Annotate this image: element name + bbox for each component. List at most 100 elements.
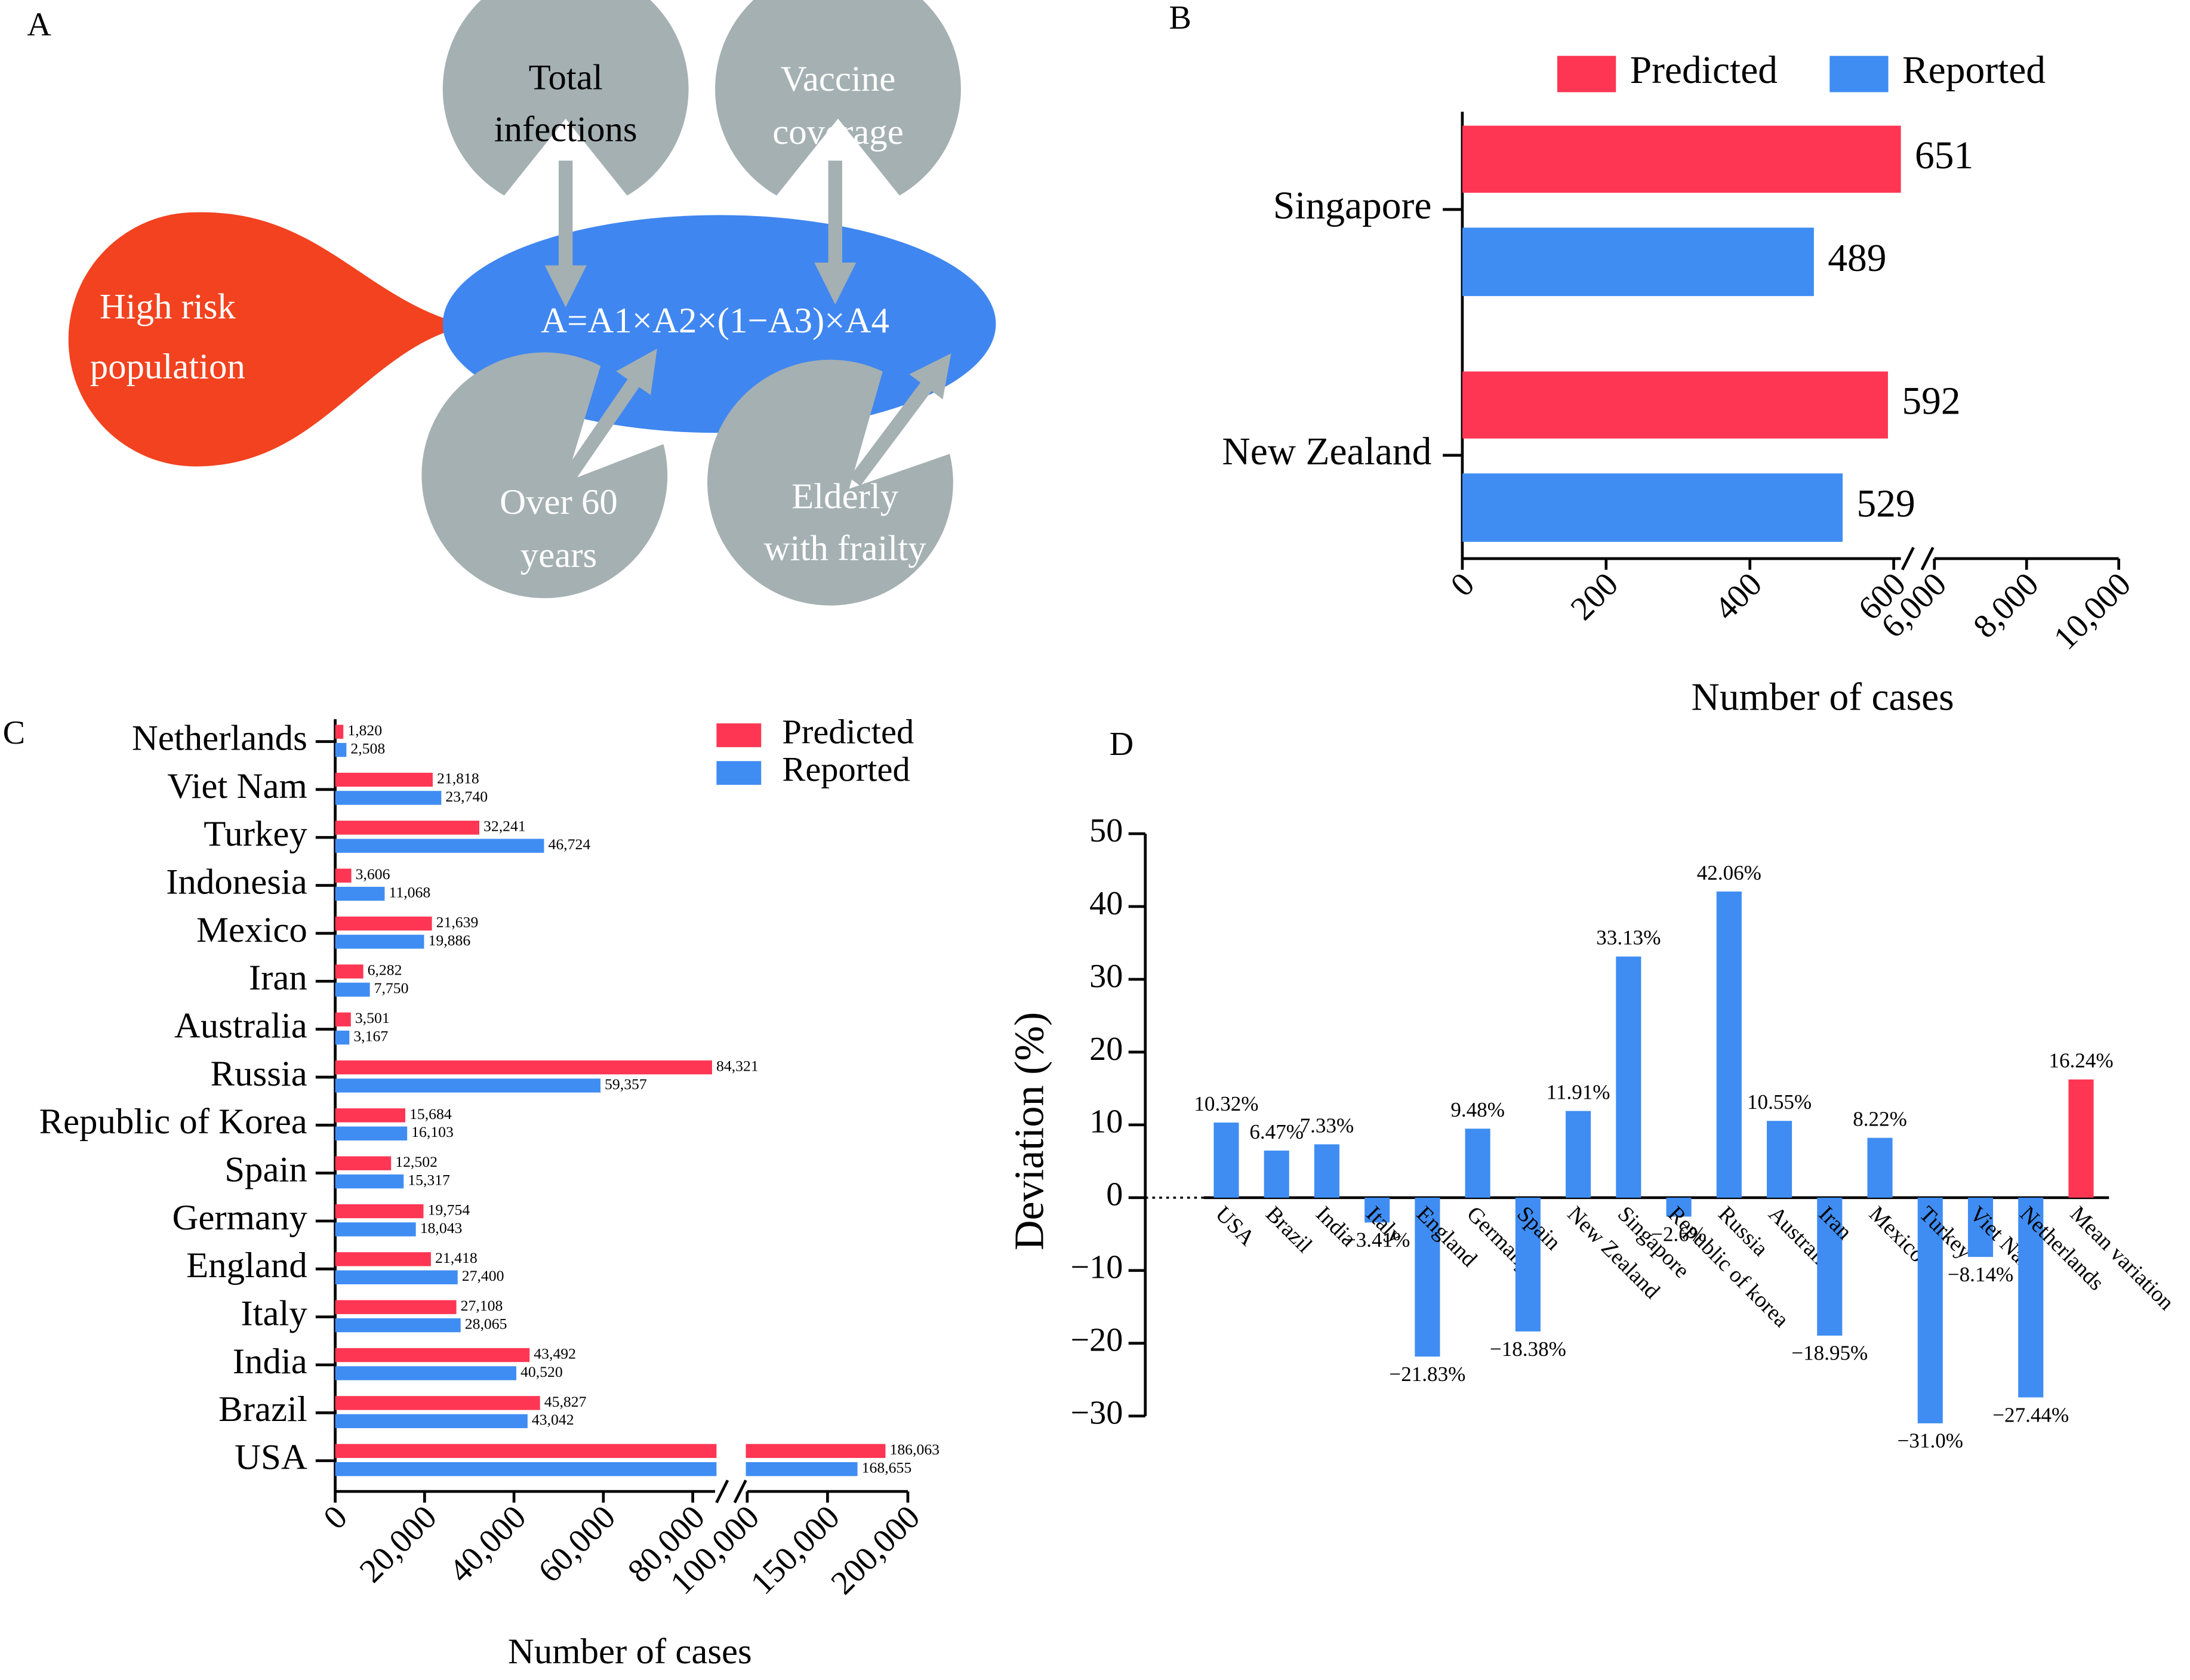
input-shape [707, 359, 953, 606]
data-label: 168,655 [862, 1459, 912, 1476]
bar [1462, 473, 1843, 542]
bar [335, 1156, 392, 1170]
x-tick-label: 0 [316, 1499, 355, 1537]
y-tick-label: Spain [224, 1150, 307, 1190]
data-label: 651 [1915, 134, 1973, 177]
bar [1867, 1138, 1893, 1198]
data-label: 3,167 [353, 1028, 388, 1045]
x-tick-label: 150,000 [744, 1499, 847, 1602]
bar [1264, 1150, 1289, 1198]
data-label: −21.83% [1389, 1363, 1465, 1386]
panel-label: B [1169, 0, 1191, 36]
data-label: 11.91% [1547, 1081, 1610, 1104]
y-tick-label: Russia [211, 1054, 307, 1094]
x-tick-label: 60,000 [531, 1499, 623, 1590]
data-label: 16,103 [411, 1123, 454, 1140]
data-label: 84,321 [716, 1057, 759, 1074]
y-tick-label: 0 [1106, 1176, 1123, 1213]
bar [335, 1204, 424, 1219]
input-shape [421, 352, 668, 599]
source-text: population [90, 347, 245, 387]
y-tick-label: 20 [1089, 1031, 1123, 1068]
legend-swatch [716, 761, 762, 785]
bar [1566, 1111, 1591, 1198]
data-label: 1,820 [347, 722, 382, 739]
y-tick-label: Viet Nam [167, 766, 307, 806]
input-shape [715, 0, 961, 196]
bar [1462, 371, 1888, 439]
bar [335, 1252, 431, 1266]
x-tick-label: 0 [1444, 566, 1482, 604]
data-label: 10.32% [1194, 1092, 1258, 1115]
y-tick-label: Germany [172, 1198, 307, 1238]
source-blob [68, 212, 468, 467]
data-label: 9.48% [1450, 1098, 1505, 1121]
bar [335, 1300, 457, 1314]
y-tick-label: 50 [1089, 812, 1123, 849]
y-tick-label: Singapore [1273, 184, 1432, 227]
x-tick-label: 20,000 [353, 1499, 444, 1590]
data-label: 592 [1902, 380, 1960, 423]
data-label: 8.22% [1853, 1108, 1907, 1131]
bar [335, 772, 433, 787]
data-label: 46,724 [548, 836, 590, 853]
data-label: 489 [1828, 237, 1886, 280]
data-label: 27,400 [462, 1267, 504, 1284]
bar [1213, 1122, 1239, 1198]
data-label: 33.13% [1596, 926, 1661, 950]
bar [1462, 125, 1901, 193]
bar [1967, 1197, 1994, 1257]
axis-break [1901, 547, 1915, 571]
legend-label: Predicted [782, 712, 914, 751]
y-tick-label: Australia [174, 1006, 307, 1046]
bar [335, 839, 544, 853]
data-label: 529 [1856, 483, 1915, 526]
bar [335, 1174, 404, 1189]
data-label: 59,357 [605, 1075, 647, 1093]
data-label: 15,317 [408, 1172, 450, 1189]
y-tick-label: Indonesia [166, 862, 307, 902]
input-text: with frailty [764, 528, 927, 568]
x-tick-label: 8,000 [1966, 566, 2046, 645]
axis-break [1920, 547, 1935, 571]
data-label: 23,740 [445, 788, 488, 805]
x-tick-label: 200,000 [824, 1499, 927, 1602]
input-text: Over 60 [500, 482, 618, 522]
axis-break [715, 1479, 729, 1503]
data-label: 6.47% [1249, 1120, 1304, 1143]
input-shape [442, 0, 689, 196]
input-text: years [520, 535, 597, 575]
bar [1917, 1197, 1943, 1423]
y-tick-label: Republic of Korea [39, 1102, 307, 1142]
x-tick-label: 10,000 [2047, 566, 2138, 657]
data-label: 21,418 [435, 1249, 478, 1266]
bar [335, 791, 442, 805]
bar [1716, 891, 1742, 1198]
bar [1364, 1197, 1390, 1223]
bar [335, 1108, 406, 1123]
y-tick-label: 30 [1089, 958, 1123, 995]
arrows [544, 161, 951, 486]
bar [335, 1060, 712, 1075]
y-tick-label: −20 [1070, 1322, 1123, 1359]
legend-swatch [716, 723, 762, 747]
data-label: 186,063 [889, 1441, 940, 1458]
data-label: −27.44% [1992, 1403, 2069, 1426]
input-text: Elderly [791, 477, 899, 517]
data-label: 27,108 [461, 1297, 503, 1314]
y-tick-label: Mexico [196, 910, 307, 950]
x-tick-label: 40,000 [442, 1499, 533, 1590]
data-label: 12,502 [395, 1153, 438, 1170]
bar [335, 1366, 516, 1380]
y-tick-label: New Zealand [1222, 430, 1431, 473]
data-label: 40,520 [520, 1363, 563, 1380]
bar [335, 1444, 886, 1458]
bar [335, 935, 424, 949]
bar [335, 1012, 351, 1027]
bar [335, 1396, 540, 1410]
data-label: 21,639 [436, 913, 479, 930]
data-label: 21,818 [437, 769, 479, 787]
data-label: 7.33% [1300, 1114, 1354, 1137]
data-label: 10.55% [1747, 1090, 1812, 1114]
